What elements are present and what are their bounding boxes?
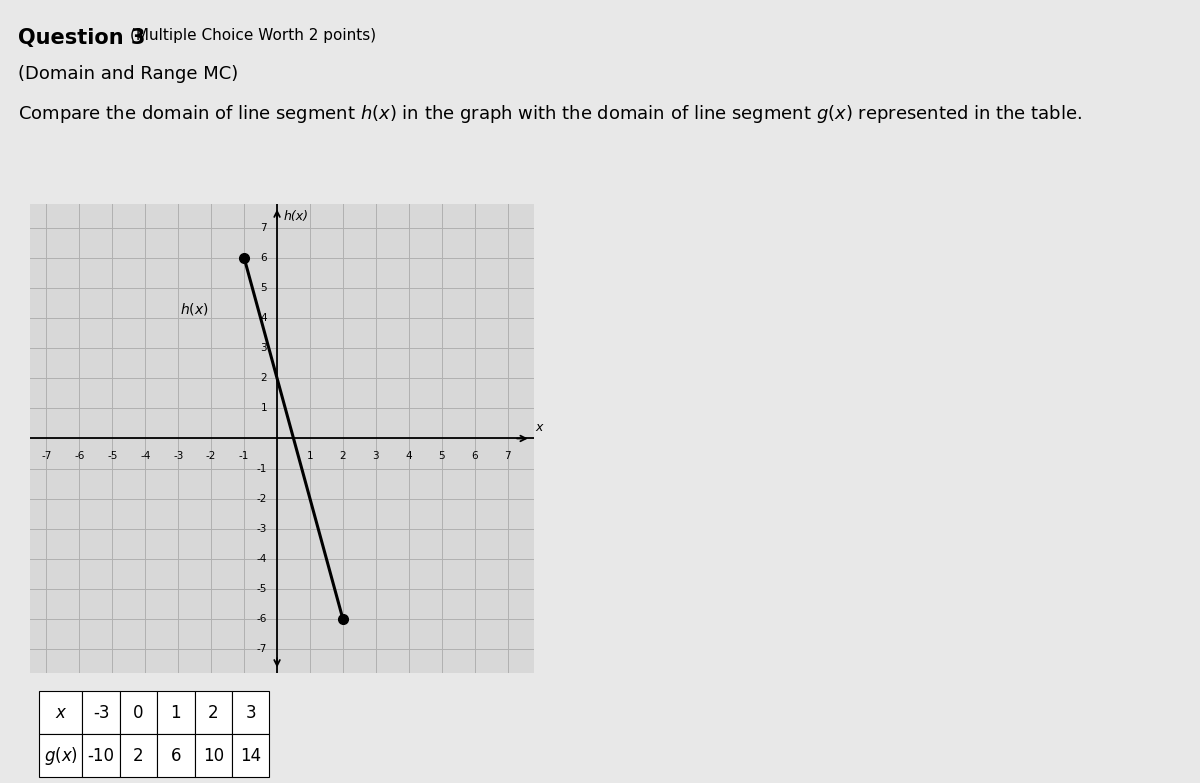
Text: 1: 1 bbox=[170, 704, 181, 722]
Bar bbox=[232, 691, 270, 734]
Bar bbox=[157, 691, 194, 734]
Text: h(x): h(x) bbox=[283, 210, 308, 222]
Text: 7: 7 bbox=[260, 222, 268, 233]
Text: 14: 14 bbox=[240, 746, 262, 764]
Text: -2: -2 bbox=[206, 450, 216, 460]
Text: -1: -1 bbox=[239, 450, 250, 460]
Bar bbox=[120, 691, 157, 734]
Text: -10: -10 bbox=[88, 746, 115, 764]
Bar bbox=[157, 734, 194, 777]
Text: 3: 3 bbox=[260, 343, 268, 353]
Text: $x$: $x$ bbox=[54, 704, 67, 722]
Text: 6: 6 bbox=[170, 746, 181, 764]
Text: 4: 4 bbox=[406, 450, 412, 460]
Text: -4: -4 bbox=[140, 450, 150, 460]
Text: 6: 6 bbox=[260, 253, 268, 263]
Text: $g(x)$: $g(x)$ bbox=[44, 745, 78, 767]
Text: -6: -6 bbox=[257, 614, 268, 624]
Text: -6: -6 bbox=[74, 450, 84, 460]
Bar bbox=[83, 734, 120, 777]
Bar bbox=[120, 734, 157, 777]
Bar bbox=[83, 691, 120, 734]
Text: -2: -2 bbox=[257, 494, 268, 503]
Text: -3: -3 bbox=[173, 450, 184, 460]
Text: Compare the domain of line segment $h(x)$ in the graph with the domain of line s: Compare the domain of line segment $h(x)… bbox=[18, 103, 1082, 125]
Text: 2: 2 bbox=[340, 450, 347, 460]
Bar bbox=[40, 734, 83, 777]
Text: 1: 1 bbox=[260, 403, 268, 413]
Text: -1: -1 bbox=[257, 464, 268, 474]
Text: -5: -5 bbox=[257, 584, 268, 594]
Text: 10: 10 bbox=[203, 746, 224, 764]
Text: 5: 5 bbox=[260, 283, 268, 293]
Text: 7: 7 bbox=[504, 450, 511, 460]
Text: x: x bbox=[535, 421, 544, 435]
Text: 4: 4 bbox=[260, 313, 268, 323]
Text: -7: -7 bbox=[41, 450, 52, 460]
Text: 2: 2 bbox=[133, 746, 144, 764]
Text: Question 3: Question 3 bbox=[18, 28, 145, 48]
Text: (Multiple Choice Worth 2 points): (Multiple Choice Worth 2 points) bbox=[130, 28, 376, 43]
Text: $h(x)$: $h(x)$ bbox=[180, 301, 209, 317]
Text: -3: -3 bbox=[92, 704, 109, 722]
Bar bbox=[232, 734, 270, 777]
Text: (Domain and Range MC): (Domain and Range MC) bbox=[18, 65, 239, 83]
Bar bbox=[194, 691, 232, 734]
Text: 3: 3 bbox=[245, 704, 256, 722]
Text: -5: -5 bbox=[107, 450, 118, 460]
Text: 1: 1 bbox=[307, 450, 313, 460]
Text: 2: 2 bbox=[208, 704, 218, 722]
Text: 6: 6 bbox=[472, 450, 478, 460]
Text: 3: 3 bbox=[372, 450, 379, 460]
Text: 2: 2 bbox=[260, 373, 268, 383]
Text: 0: 0 bbox=[133, 704, 144, 722]
Bar bbox=[194, 734, 232, 777]
Text: -4: -4 bbox=[257, 554, 268, 564]
Bar bbox=[40, 691, 83, 734]
Text: -7: -7 bbox=[257, 644, 268, 655]
Text: -3: -3 bbox=[257, 524, 268, 534]
Text: 5: 5 bbox=[438, 450, 445, 460]
